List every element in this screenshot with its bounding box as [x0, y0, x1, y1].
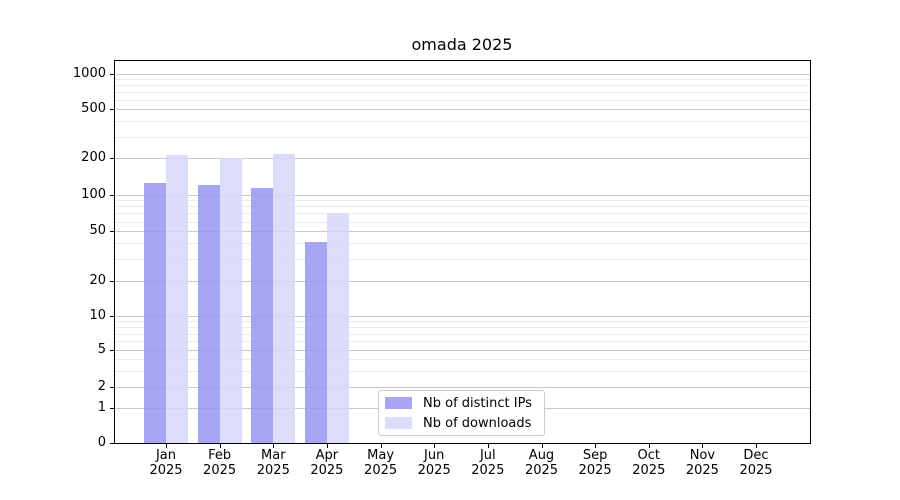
y-tick-mark — [110, 281, 114, 282]
x-tick-mark — [756, 444, 757, 448]
gridline-minor — [114, 213, 810, 215]
x-tick-mark — [702, 444, 704, 448]
x-tick-label-dec: Dec 2025 — [739, 448, 773, 478]
bar-ips-jan — [144, 182, 166, 443]
axis-spine-left — [114, 60, 115, 444]
gridline-minor — [114, 200, 810, 202]
legend-label-distinct-ips: Nb of distinct IPs — [423, 395, 532, 411]
y-tick-mark — [110, 109, 114, 111]
bar-downloads-feb — [219, 158, 242, 443]
gridline-minor — [114, 121, 810, 123]
y-tick-label: 500 — [81, 101, 106, 117]
y-tick-mark — [110, 194, 114, 196]
y-tick-label: 1 — [97, 400, 106, 416]
legend-item-distinct-ips: Nb of distinct IPs — [385, 396, 544, 411]
bar-ips-apr — [304, 241, 327, 443]
gridline-minor — [114, 99, 810, 101]
gridline-minor — [114, 321, 810, 323]
y-tick-label: 2 — [97, 378, 106, 394]
gridline-minor — [114, 258, 810, 260]
x-tick-label-jan: Jan 2025 — [149, 448, 183, 478]
y-tick-label: 200 — [81, 150, 106, 166]
gridline-minor — [114, 333, 810, 335]
gridline-major — [114, 281, 810, 282]
y-tick-mark — [110, 386, 114, 388]
gridline-minor — [114, 91, 810, 93]
gridline-minor — [114, 358, 810, 360]
y-tick-mark — [110, 408, 114, 410]
x-tick-mark — [380, 444, 382, 448]
chart-title: omada 2025 — [411, 35, 513, 54]
downloads-swatch-icon — [385, 417, 412, 429]
gridline-minor — [114, 243, 810, 245]
gridline-minor — [114, 206, 810, 208]
x-tick-mark — [326, 444, 328, 448]
x-tick-label-aug: Aug 2025 — [524, 448, 559, 478]
y-tick-label: 1000 — [72, 65, 106, 81]
legend-item-downloads: Nb of downloads — [385, 416, 544, 431]
gridline-minor — [114, 78, 810, 80]
y-tick-mark — [110, 158, 114, 160]
bar-downloads-apr — [326, 213, 349, 443]
legend: Nb of distinct IPs Nb of downloads — [378, 390, 545, 436]
gridline-minor — [114, 136, 810, 138]
y-tick-label: 0 — [97, 435, 106, 450]
axis-spine-right — [810, 60, 811, 444]
gridline-major — [114, 73, 810, 75]
x-tick-mark — [648, 444, 650, 448]
gridline-minor — [114, 370, 810, 372]
x-tick-mark — [434, 444, 436, 448]
bar-downloads-mar — [273, 153, 296, 443]
gridline-major — [114, 194, 810, 196]
gridline-major — [114, 316, 810, 317]
x-tick-label-nov: Nov 2025 — [685, 448, 719, 478]
gridline-minor — [114, 221, 810, 223]
axis-spine-bottom — [114, 443, 811, 444]
legend-label-downloads: Nb of downloads — [423, 415, 532, 431]
x-tick-label-feb: Feb 2025 — [203, 448, 237, 478]
gridline-major — [114, 158, 810, 160]
y-tick-label: 100 — [81, 186, 106, 202]
gridline-major — [114, 350, 810, 351]
y-tick-label: 50 — [89, 223, 106, 238]
x-tick-mark — [595, 444, 597, 448]
y-tick-label: 5 — [97, 342, 106, 357]
axis-spine-top — [114, 60, 811, 61]
bar-ips-feb — [197, 185, 220, 443]
x-tick-mark — [541, 444, 543, 448]
x-tick-label-mar: Mar 2025 — [256, 448, 290, 478]
x-tick-mark — [219, 444, 221, 448]
gridline-major — [114, 386, 810, 388]
y-tick-label: 10 — [89, 308, 106, 323]
gridline-minor — [114, 85, 810, 86]
y-tick-mark — [110, 443, 114, 444]
bar-downloads-jan — [166, 154, 188, 443]
x-tick-label-jul: Jul 2025 — [471, 448, 505, 478]
y-tick-mark — [110, 316, 114, 317]
y-tick-mark — [110, 231, 114, 232]
x-tick-label-oct: Oct 2025 — [632, 448, 666, 478]
x-tick-label-may: May 2025 — [364, 448, 398, 478]
gridline-minor — [114, 341, 810, 343]
x-tick-mark — [166, 444, 167, 448]
x-tick-label-jun: Jun 2025 — [417, 448, 451, 478]
x-tick-label-sep: Sep 2025 — [578, 448, 612, 478]
x-tick-label-apr: Apr 2025 — [310, 448, 344, 478]
y-tick-label: 20 — [89, 273, 106, 288]
bar-ips-mar — [251, 187, 274, 443]
y-tick-mark — [110, 73, 114, 75]
x-tick-mark — [487, 444, 489, 448]
gridline-major — [114, 231, 810, 232]
plot-area — [114, 60, 810, 443]
y-tick-mark — [110, 350, 114, 351]
distinct-ips-swatch-icon — [385, 397, 412, 409]
x-tick-mark — [273, 444, 275, 448]
gridline-minor — [114, 326, 810, 328]
gridline-major — [114, 109, 810, 111]
